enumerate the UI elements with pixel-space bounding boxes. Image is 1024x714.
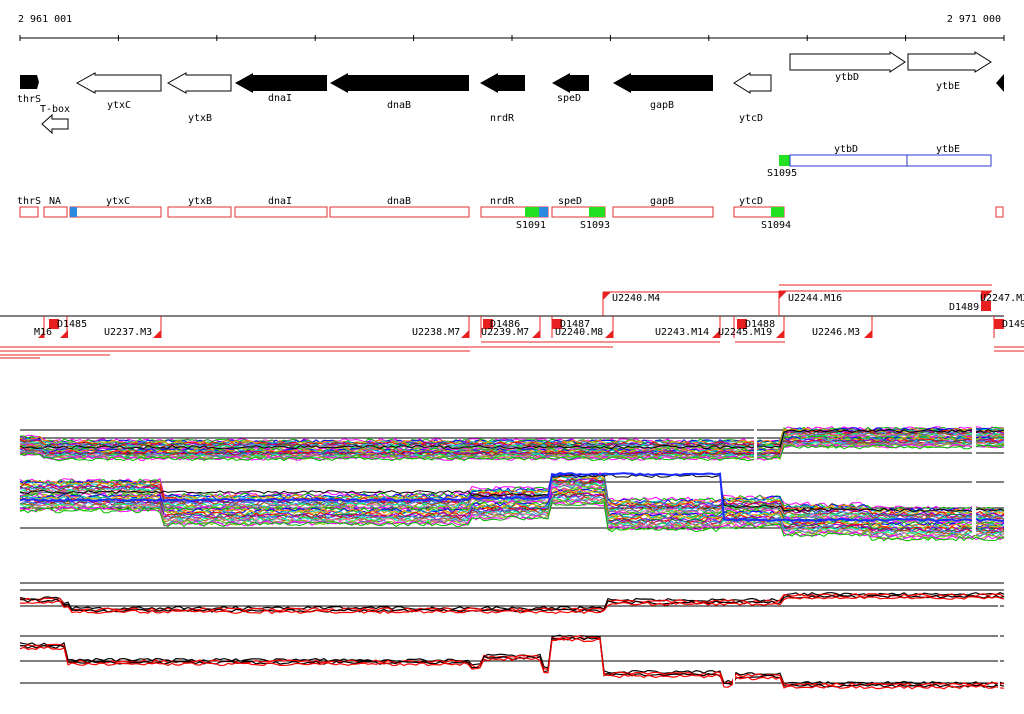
expression-profiles-summary [19,582,1005,690]
operon-row-lower [19,206,1004,218]
segment-D1488[interactable]: D1488 [745,319,775,330]
gene-label-dnaB: dnaB [387,100,411,111]
operon-label-ytbD: ytbD [834,144,858,155]
gene-ytxB[interactable] [166,72,232,94]
segment-U2245-M19[interactable]: U2245.M19 [718,327,772,338]
gene-ytxC[interactable] [75,72,162,94]
site-NA-marker [70,207,77,217]
operon-thrS[interactable] [19,206,39,218]
segment-U2247-M3[interactable]: U2247.M3 [980,293,1024,304]
operon-label-ytbE: ytbE [936,144,960,155]
operon-labels-lower: thrS NA ytxC ytxB dnaI dnaB nrdR speD ga… [17,196,791,231]
gene-dnaB[interactable] [330,73,469,93]
operon-gapB[interactable] [612,206,714,218]
segment-box-D149[interactable] [994,319,1004,329]
segment-U2239-M7[interactable]: U2239.M7 [481,327,529,338]
coordinate-ruler: 2 961 001 2 971 000 [18,14,1005,41]
operon-label-dnaI: dnaI [268,196,292,207]
site-S1095[interactable] [779,155,790,166]
gene-label-speD: speD [557,93,581,104]
gene-gapB[interactable] [613,73,713,93]
operon-label-ytxC: ytxC [106,196,130,207]
operon-ytxB[interactable] [167,206,232,218]
segment-box-D1486[interactable] [483,319,493,329]
gene-ytcD[interactable] [733,72,772,94]
segment-U2243-M14[interactable]: U2243.M14 [655,327,709,338]
gene-label-ytcD: ytcD [739,113,763,124]
gene-dnaI[interactable] [235,73,327,93]
segment-track: U2240.M4 U2244.M16 D1489 U2247.M3 M16 D1… [0,284,1024,359]
site-S1091[interactable] [525,207,539,217]
gene-label-T-box: T-box [40,104,70,115]
coord-end: 2 971 000 [947,14,1001,25]
traces-top [19,426,1005,462]
operon-label-dnaB: dnaB [387,196,411,207]
operon-row-upper: S1095 ytbD ytbE [767,144,992,179]
gene-label-ytxB: ytxB [188,113,212,124]
operon-dnaI[interactable] [234,206,328,218]
segment-D149[interactable]: D149 [1002,319,1024,330]
gene-label-nrdR: nrdR [490,113,515,124]
segment-box-D1485[interactable] [49,319,59,329]
segment-U2246-M3[interactable]: U2246.M3 [812,327,860,338]
operon-label-NA: NA [49,196,61,207]
segment-box-D1487[interactable] [552,319,562,329]
operon-dnaB[interactable] [329,206,470,218]
segment-U2238-M7[interactable]: U2238.M7 [412,327,460,338]
gene-ytbD[interactable] [789,51,906,73]
site-label-S1095: S1095 [767,168,797,179]
site-label-S1094: S1094 [761,220,791,231]
gene-speD[interactable] [552,73,589,93]
gene-label-gapB: gapB [650,100,674,111]
segment-U2237-M3[interactable]: U2237.M3 [104,327,152,338]
operon-NA[interactable] [43,206,68,218]
segment-U2244-M16[interactable]: U2244.M16 [788,293,842,304]
gene-label-ytxC: ytxC [107,100,131,111]
gene-partial-edge [996,74,1004,92]
site-S1091-alt [539,207,548,217]
operon-ytbE[interactable] [906,154,992,167]
segment-box-D1488[interactable] [737,319,747,329]
gene-track: thrS T-box ytxC ytxB dnaI dnaB nrdR speD… [17,51,1004,135]
site-label-S1093: S1093 [580,220,610,231]
site-S1094[interactable] [771,207,784,217]
gene-T-box[interactable] [41,113,69,135]
site-label-S1091: S1091 [516,220,546,231]
segment-D1485[interactable]: D1485 [57,319,87,330]
segment-U2240-M4[interactable]: U2240.M4 [612,293,660,304]
gene-label-ytbE: ytbE [936,81,960,92]
segment-D1486[interactable]: D1486 [490,319,520,330]
operon-ytxC[interactable] [69,206,162,218]
operon-ytbD[interactable] [789,154,908,167]
ruler-ticks [19,35,1005,41]
operon-label-ytxB: ytxB [188,196,212,207]
segment-U2240-M8[interactable]: U2240.M8 [555,327,603,338]
gene-label-ytbD: ytbD [835,72,859,83]
operon-label-gapB: gapB [650,196,674,207]
operon-label-nrdR: nrdR [490,196,515,207]
summary-top [19,592,1005,615]
gene-ytbE[interactable] [907,51,992,73]
coord-start: 2 961 001 [18,14,72,25]
gene-thrS[interactable] [20,75,39,89]
segment-M16[interactable]: M16 [34,327,52,338]
operon-label-thrS: thrS [17,196,41,207]
segment-D1487[interactable]: D1487 [560,319,590,330]
operon-edge [995,206,1004,218]
segment-box-D1489[interactable] [981,301,991,311]
segment-D1489[interactable]: D1489 [949,302,979,313]
site-S1093[interactable] [589,207,605,217]
data-gaps [733,425,1000,692]
summary-bottom [19,634,1005,690]
operon-label-ytcD: ytcD [739,196,763,207]
gene-label-dnaI: dnaI [268,93,292,104]
expression-profiles-colored [19,426,1005,542]
operon-sites-lower [70,207,784,217]
traces-bottom [19,472,1005,542]
gene-nrdR[interactable] [480,73,525,93]
operon-label-speD: speD [558,196,582,207]
gene-label-thrS: thrS [17,94,41,105]
